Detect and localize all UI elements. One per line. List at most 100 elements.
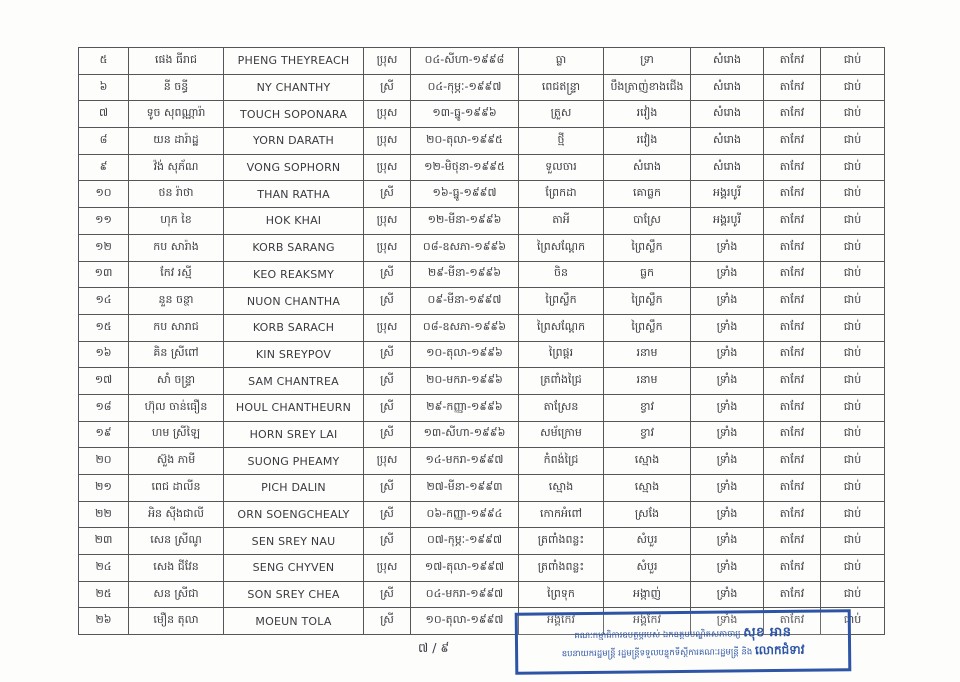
cell-no: ២១ (78, 474, 129, 502)
cell-province: តាកែវ (763, 100, 821, 129)
cell-name_en: KIN SREYPOV (223, 340, 364, 369)
cell-no: ១៨ (78, 393, 129, 422)
cell-dob: ០៤-សីហា-១៩៩៨ (410, 47, 519, 75)
stamp-lok-chumteav: លោកជំទាវ (754, 642, 805, 657)
cell-village: ត្រពាំងជ្រៃ (518, 367, 604, 395)
cell-gender: ប្រុស (363, 313, 411, 342)
cell-result: ជាប់ (820, 580, 885, 609)
cell-no: ១៦ (78, 340, 129, 369)
cell-name_en: KORB SARACH (223, 313, 364, 342)
cell-name_km: ពេជ ដាលីន (128, 474, 224, 502)
cell-village: ព្រៃទុក (518, 580, 604, 609)
cell-result: ជាប់ (820, 47, 885, 75)
cell-province: តាកែវ (763, 207, 821, 235)
cell-dob: ១២-មីនា-១៩៩៦ (410, 207, 519, 235)
table-row: ២០ ស៊ួង ភាមី SUONG PHEAMY ប្រុស ១៤-មករា-១៩៩៧… (78, 447, 885, 475)
table-row: ២១ ពេជ ដាលីន PICH DALIN ស្រី ២៧-មីនា-១៩៩៣ ស្ម… (78, 474, 885, 502)
cell-dob: ២០-មករា-១៩៩៦ (410, 367, 519, 395)
cell-village: ពេជឥន្រ្ទា (518, 73, 604, 102)
cell-name_en: KORB SARANG (223, 233, 364, 262)
cell-dob: ២៩-មីនា-១៩៩៦ (410, 260, 519, 289)
cell-result: ជាប់ (820, 607, 885, 636)
cell-commune: គោធ្លក (603, 180, 691, 209)
cell-name_km: កប សារាជ (128, 313, 224, 342)
cell-name_km: យន ដារ៉ាដ្ឋ (128, 127, 224, 155)
cell-district: ទ្រាំង (690, 580, 764, 609)
cell-no: ២០ (78, 447, 129, 475)
cell-name_en: KEO REAKSMY (223, 260, 364, 289)
cell-commune: ស្មោង (603, 447, 691, 475)
cell-village: តាអី (518, 207, 604, 235)
cell-province: តាកែវ (763, 153, 821, 182)
cell-result: ជាប់ (820, 447, 885, 475)
cell-name_km: មឿន តុលា (128, 607, 224, 636)
cell-district: សំរោង (690, 47, 764, 75)
cell-commune: សំរោង (603, 153, 691, 182)
cell-village: ព្រៃសណ្ដែក (518, 233, 604, 262)
cell-no: ១៣ (78, 260, 129, 289)
cell-district: ទ្រាំង (690, 554, 764, 582)
cell-village: តាស្រែន (518, 393, 604, 422)
cell-result: ជាប់ (820, 367, 885, 395)
cell-province: តាកែវ (763, 527, 821, 556)
cell-name_en: THAN RATHA (223, 180, 364, 209)
cell-name_en: NY CHANTHY (223, 73, 364, 102)
cell-gender: ស្រី (363, 580, 411, 609)
cell-name_km: ផេង ធីរាជ (128, 47, 224, 75)
cell-no: ១២ (78, 233, 129, 262)
cell-district: ទ្រាំង (690, 527, 764, 556)
cell-no: ៧ (78, 100, 129, 129)
cell-result: ជាប់ (820, 100, 885, 129)
cell-province: តាកែវ (763, 420, 821, 449)
cell-district: ទ្រាំង (690, 474, 764, 502)
cell-dob: ០៤-កុម្ភៈ-១៩៩៧ (410, 73, 519, 102)
cell-result: ជាប់ (820, 73, 885, 102)
cell-name_km: កែវ រស្មី (128, 260, 224, 289)
cell-dob: ១៦-ធ្នូ-១៩៩៧ (410, 180, 519, 209)
cell-commune: រវៀង (603, 127, 691, 155)
cell-name_km: សេង ជីវែន (128, 554, 224, 582)
cell-dob: ០៨-ឧសភា-១៩៩៦ (410, 233, 519, 262)
cell-name_km: នួន ចន្ថា (128, 287, 224, 315)
table-row: ៦នី ចន្ធី NY CHANTHY ស្រី ០៤-កុម្ភៈ-១៩៩៧ ពេជ… (78, 73, 885, 102)
cell-district: សំរោង (690, 100, 764, 129)
cell-province: តាកែវ (763, 607, 821, 636)
cell-name_en: SAM CHANTREA (223, 367, 364, 395)
cell-gender: ប្រុស (363, 153, 411, 182)
cell-name_en: VONG SOPHORN (223, 153, 364, 182)
cell-no: ៨ (78, 127, 129, 155)
cell-dob: ១០-តុលា-១៩៩៦ (410, 340, 519, 369)
cell-village: ស្មោង (518, 474, 604, 502)
table-row: ១០ ថន រ៉ាថា THAN RATHA ស្រី ១៦-ធ្នូ-១៩៩៧ ព្រែ… (78, 180, 885, 209)
cell-no: ១៧ (78, 367, 129, 395)
cell-gender: ប្រុស (363, 447, 411, 475)
cell-village: ធ្លា (518, 47, 604, 75)
cell-commune: ព្រៃស្លឹក (603, 313, 691, 342)
cell-result: ជាប់ (820, 127, 885, 155)
cell-name_en: HOUL CHANTHEURN (223, 393, 364, 422)
cell-result: ជាប់ (820, 500, 885, 529)
cell-result: ជាប់ (820, 260, 885, 289)
cell-gender: ស្រី (363, 420, 411, 449)
cell-dob: ០៩-មីនា-១៩៩៧ (410, 287, 519, 315)
table-row: ១៦ គិន ស្រីពៅ KIN SREYPOV ស្រី ១០-តុលា-១៩៩៦ព… (78, 340, 885, 369)
cell-commune: ខ្វាវ (603, 393, 691, 422)
cell-province: តាកែវ (763, 180, 821, 209)
cell-result: ជាប់ (820, 180, 885, 209)
stamp-committee-text: គណៈកម្មាធិការឧបត្ថម្ភរបស់ ឯកឧត្តមបណ្ឌិតស… (574, 629, 741, 642)
stamp-dignitary-name: សុខ អាន (743, 624, 792, 641)
table-row: ១២ កប សារ៉ាង KORB SARANG ប្រុស ០៨-ឧសភា-១៩៩៦ព… (78, 233, 885, 262)
cell-province: តាកែវ (763, 367, 821, 395)
table-row: ១៣ កែវ រស្មី KEO REAKSMY ស្រី ២៩-មីនា-១៩៩៦ ចិ… (78, 260, 885, 289)
cell-gender: ស្រី (363, 73, 411, 102)
cell-dob: ១៣-សីហា-១៩៩៦ (410, 420, 519, 449)
cell-province: តាកែវ (763, 313, 821, 342)
cell-dob: ១០-តុលា-១៩៩៧ (410, 607, 519, 636)
cell-gender: ស្រី (363, 500, 411, 529)
cell-no: ១៤ (78, 287, 129, 315)
cell-name_en: TOUCH SOPONARA (223, 100, 364, 129)
cell-commune: ខ្វាវ (603, 420, 691, 449)
cell-commune: រវៀង (603, 100, 691, 129)
table-row: ៩វ៉ង់ សុភ័ណ VONG SOPHORN ប្រុស ១២-មិថុនា-១៩… (78, 153, 885, 182)
table-row: ១៥ កប សារាជ KORB SARACH ប្រុស ០៨-ឧសភា-១៩៩៦ ព្… (78, 313, 885, 342)
